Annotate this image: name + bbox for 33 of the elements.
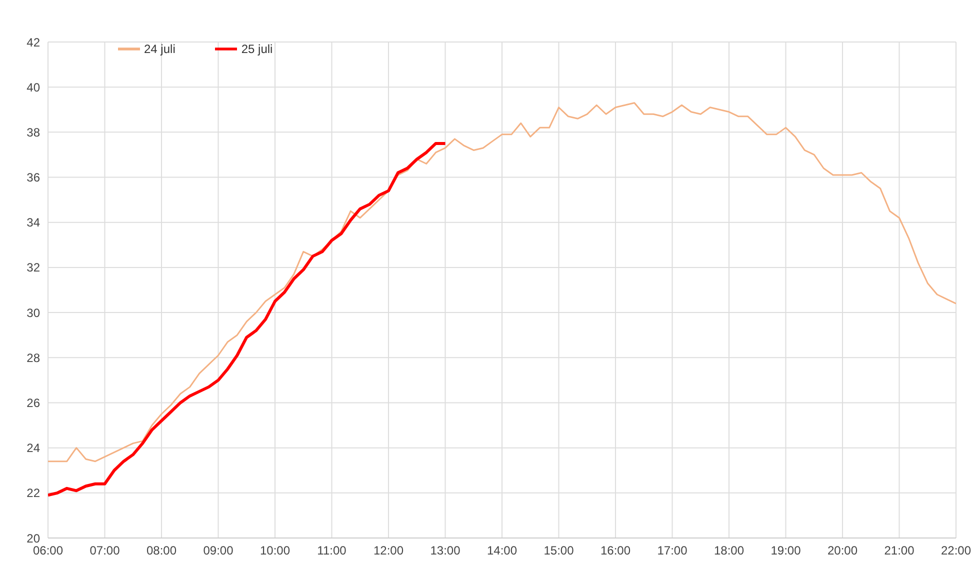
x-tick-label: 21:00	[884, 544, 915, 558]
x-tick-label: 15:00	[544, 544, 574, 558]
x-tick-label: 12:00	[373, 544, 404, 558]
y-tick-label: 22	[26, 486, 40, 500]
x-tick-label: 19:00	[770, 544, 802, 558]
x-tick-label: 22:00	[940, 544, 972, 558]
x-tick-label: 10:00	[260, 544, 290, 558]
x-tick-label: 17:00	[657, 544, 688, 558]
y-tick-label: 30	[26, 306, 40, 320]
y-tick-label: 42	[26, 35, 40, 50]
y-tick-label: 32	[26, 260, 40, 275]
x-tick-label: 16:00	[600, 544, 631, 558]
y-tick-label: 24	[26, 441, 40, 456]
x-tick-label: 07:00	[90, 544, 120, 558]
y-tick-label: 34	[26, 216, 40, 230]
y-tick-label: 38	[26, 125, 40, 140]
x-tick-label: 13:00	[430, 544, 461, 558]
x-tick-label: 06:00	[32, 544, 64, 558]
y-tick-label: 28	[26, 350, 40, 365]
line-series	[48, 142, 447, 497]
x-tick-label: 11:00	[317, 544, 347, 558]
y-tick-label: 36	[26, 170, 40, 185]
legend-label: 24 juli	[144, 42, 176, 56]
line-series	[48, 102, 956, 462]
y-tick-label: 40	[26, 80, 40, 94]
x-tick-label: 18:00	[714, 544, 744, 558]
x-tick-label: 14:00	[486, 544, 518, 558]
legend-label: 25 juli	[241, 42, 273, 56]
x-tick-label: 20:00	[827, 544, 858, 558]
y-tick-label: 20	[26, 531, 40, 546]
x-tick-label: 08:00	[146, 544, 177, 558]
x-tick-label: 09:00	[203, 544, 234, 558]
y-tick-label: 26	[26, 396, 40, 410]
